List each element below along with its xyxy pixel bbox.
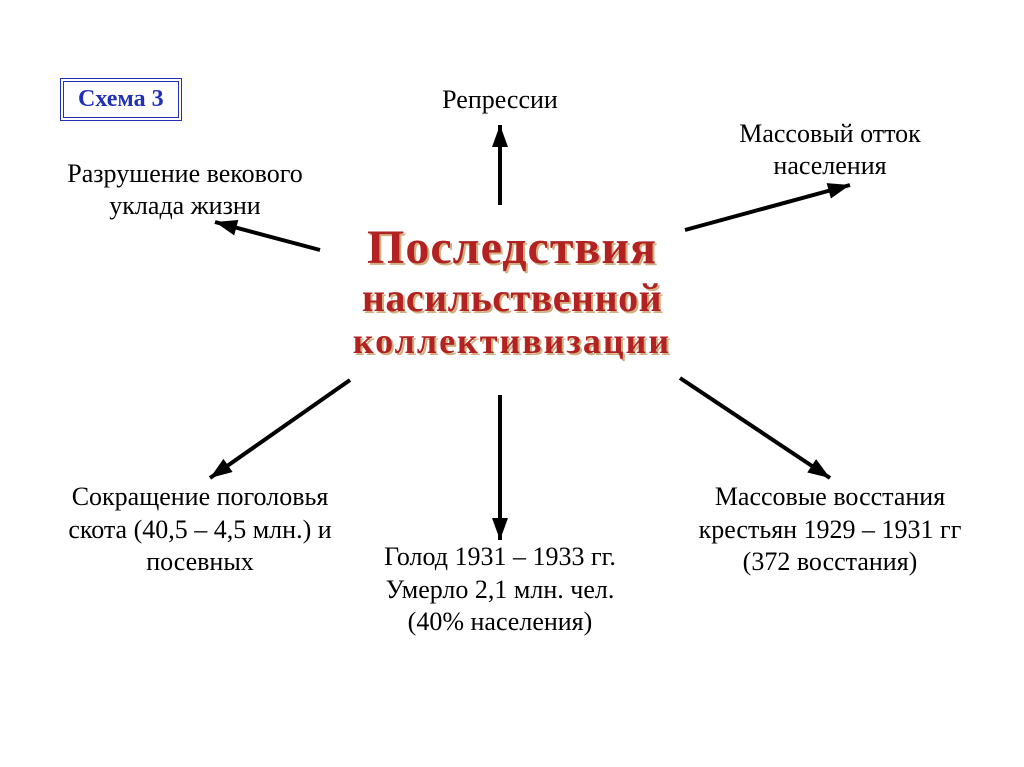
- scheme-badge: Схема 3: [60, 78, 182, 121]
- arrow-head-2: [807, 459, 830, 478]
- arrow-head-4: [210, 459, 233, 478]
- node-n6: Разрушение векового уклада жизни: [35, 158, 335, 223]
- arrow-line-4: [210, 380, 350, 478]
- arrow-head-3: [492, 518, 508, 540]
- node-n5: Сокращение поголовья скота (40,5 – 4,5 м…: [40, 481, 360, 579]
- node-n2: Массовый отток населения: [690, 118, 970, 183]
- diagram-canvas: Схема 3 Последствия насильственной колле…: [0, 0, 1024, 767]
- arrow-head-0: [492, 125, 508, 147]
- node-n3: Массовые восстания крестьян 1929 – 1931 …: [680, 481, 980, 579]
- center-line-3: коллективизации: [262, 321, 762, 362]
- arrow-head-1: [827, 183, 850, 198]
- center-title: Последствия насильственной коллективизац…: [262, 220, 762, 363]
- node-n4: Голод 1931 – 1933 гг. Умерло 2,1 млн. че…: [340, 541, 660, 639]
- node-n1: Репрессии: [390, 84, 610, 117]
- center-line-1: Последствия: [262, 220, 762, 275]
- arrow-line-2: [680, 378, 830, 478]
- center-line-2: насильственной: [262, 275, 762, 321]
